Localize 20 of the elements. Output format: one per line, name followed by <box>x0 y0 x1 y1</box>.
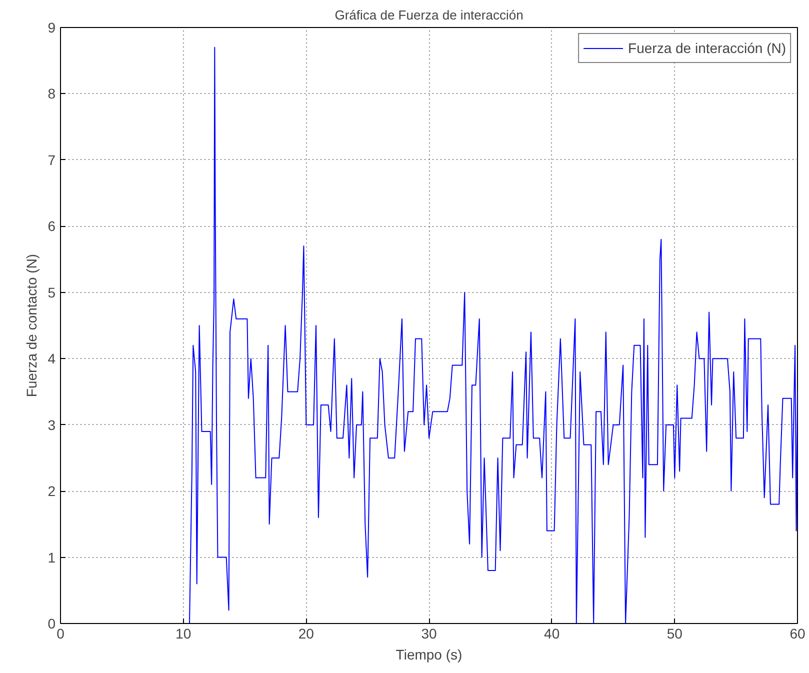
y-tick-label: 9 <box>48 20 56 36</box>
x-tick-label: 30 <box>421 626 437 642</box>
x-tick-label: 10 <box>176 626 192 642</box>
x-tick-label: 60 <box>790 626 806 642</box>
chart-title: Gráfica de Fuerza de interacción <box>334 8 524 22</box>
x-tick-label: 50 <box>666 626 683 642</box>
y-tick-label: 4 <box>48 350 56 367</box>
y-tick-label: 5 <box>48 284 56 300</box>
x-tick-label: 20 <box>298 626 314 642</box>
y-axis-title: Fuerza de contacto (N) <box>24 254 40 398</box>
y-tick-label: 7 <box>48 152 56 168</box>
y-tick-label: 8 <box>48 86 56 102</box>
y-tick-label: 3 <box>48 416 56 433</box>
y-tick-label: 2 <box>48 483 56 500</box>
y-tick-label: 1 <box>48 549 56 566</box>
x-axis-title: Tiempo (s) <box>396 646 462 662</box>
y-tick-label: 0 <box>48 616 56 632</box>
legend-label: Fuerza de interacción (N) <box>628 40 786 56</box>
y-tick-label: 6 <box>48 218 56 234</box>
x-tick-label: 40 <box>544 626 560 642</box>
